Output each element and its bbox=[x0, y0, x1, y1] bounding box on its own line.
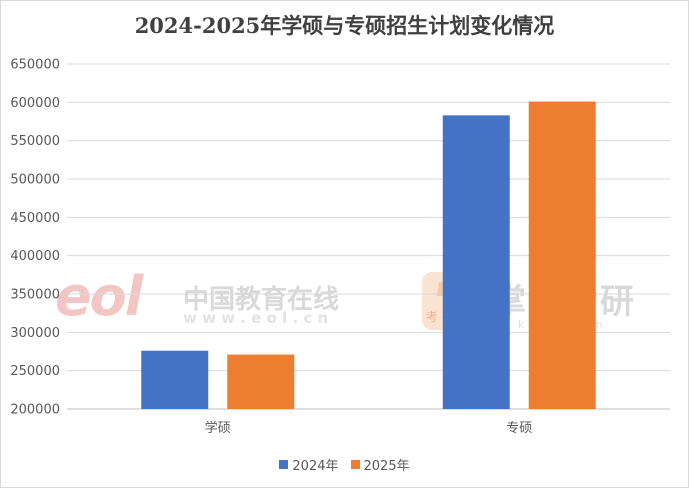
legend-item: 2025年 bbox=[350, 455, 410, 474]
y-tick-label: 550000 bbox=[10, 134, 60, 149]
bar bbox=[141, 350, 209, 409]
y-tick-label: 200000 bbox=[10, 403, 60, 418]
legend: 2024年 2025年 bbox=[0, 455, 689, 474]
legend-label: 2024年 bbox=[292, 459, 339, 474]
y-tick-label: 350000 bbox=[10, 288, 60, 303]
legend-label: 2025年 bbox=[363, 459, 410, 474]
bars bbox=[141, 101, 596, 410]
bar bbox=[528, 101, 596, 410]
y-tick-label: 500000 bbox=[10, 173, 60, 188]
y-tick-label: 450000 bbox=[10, 211, 60, 226]
bar bbox=[442, 115, 510, 409]
legend-swatch bbox=[350, 460, 360, 469]
x-axis: 学硕 专硕 bbox=[205, 420, 533, 436]
y-tick-label: 600000 bbox=[10, 96, 60, 111]
y-tick-label: 650000 bbox=[10, 58, 60, 73]
bar bbox=[227, 354, 295, 409]
legend-swatch bbox=[279, 460, 289, 469]
chart-title: 2024-2025年学硕与专硕招生计划变化情况 bbox=[134, 13, 555, 38]
y-tick-label: 250000 bbox=[10, 364, 60, 379]
x-tick-label: 专硕 bbox=[506, 421, 532, 436]
x-tick-label: 学硕 bbox=[205, 420, 231, 436]
legend-item: 2024年 bbox=[279, 455, 339, 474]
y-tick-label: 400000 bbox=[10, 249, 60, 264]
y-tick-label: 300000 bbox=[10, 326, 60, 341]
y-axis: 200000 250000 300000 350000 400000 450000 5000… bbox=[10, 58, 60, 418]
